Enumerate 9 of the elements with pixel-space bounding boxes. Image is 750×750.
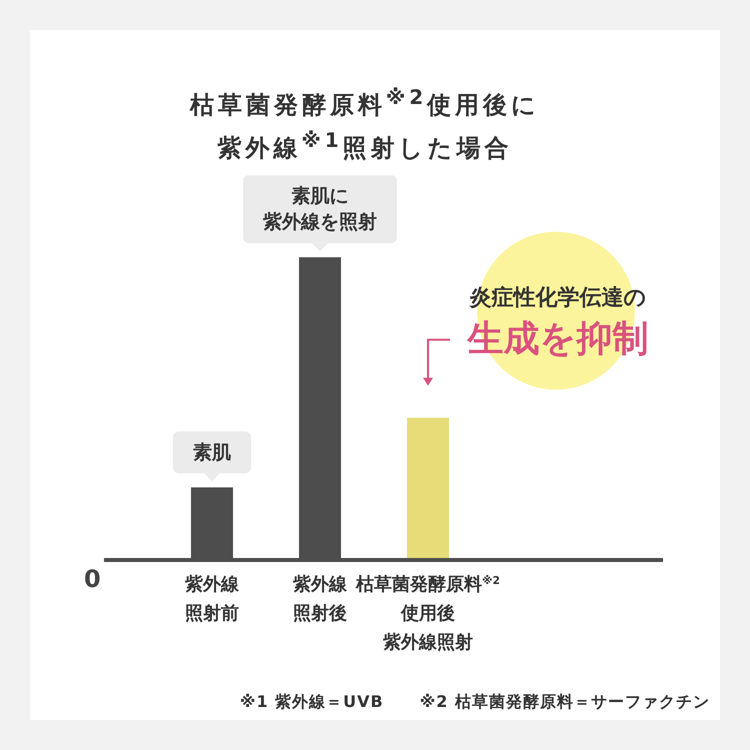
text: ※2 枯草菌発酵原料＝サーファクチン	[420, 692, 710, 713]
text: ※1 紫外線＝UVB	[240, 692, 384, 713]
category-label: 枯草菌発酵原料$^{※2}$使用後紫外線照射	[356, 574, 500, 653]
annotation: 素肌に紫外線を照射	[262, 185, 377, 234]
x-tick-label: 紫外線照射後	[292, 574, 348, 624]
annotation: 素肌	[193, 441, 231, 464]
chart-title: 枯草菌発酵原料$^{※2}$使用後に紫外線$^{※1}$照射した場合	[190, 85, 540, 162]
x-tick-label: 紫外線照射前	[184, 574, 240, 624]
text: 0	[84, 565, 101, 593]
